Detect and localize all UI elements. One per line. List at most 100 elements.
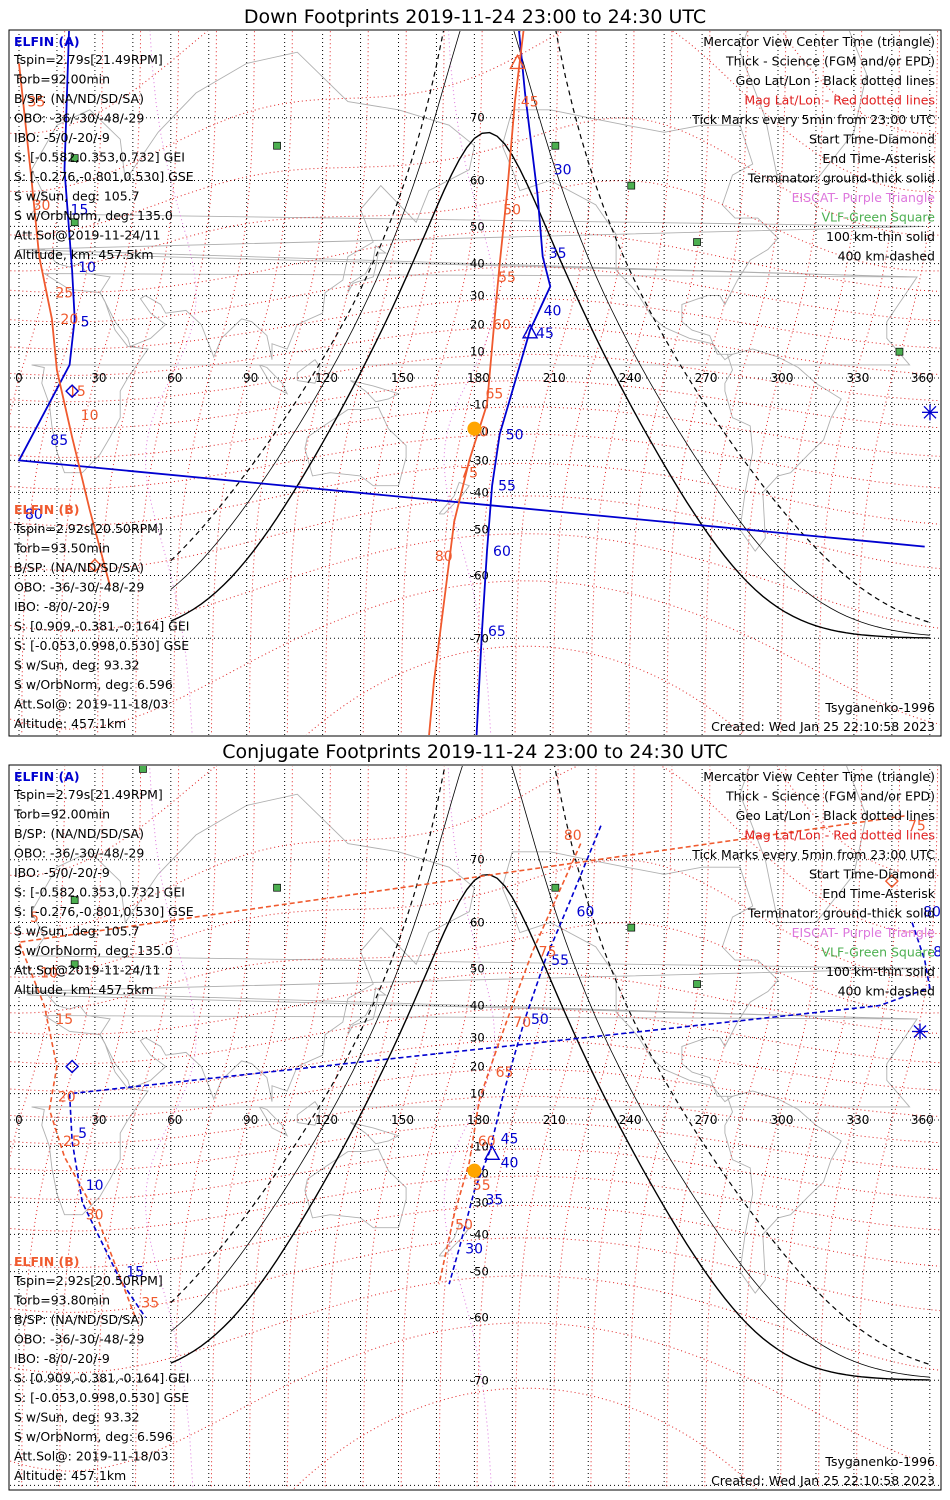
legend-entry: Start Time-Diamond [809, 132, 935, 147]
vlf-square [70, 218, 79, 227]
coastline [347, 245, 388, 293]
time-markers [65, 874, 928, 1161]
mag-meridian [476, 31, 559, 735]
coastline [296, 1100, 321, 1126]
footprint-trace [448, 825, 602, 1285]
tick-mark-label: 65 [485, 387, 503, 403]
mag-meridian [666, 31, 749, 735]
series-elfin-b-early: 35 30 25 20 15 10 [18, 63, 111, 587]
terminator-ground [170, 873, 930, 1381]
vlf-square [70, 896, 79, 904]
mag-meridian [362, 31, 445, 735]
elfin-b-info-line: OBO: -36/-30/-48/-29 [14, 580, 144, 595]
elfin-b-info-line: B/SP: (NA/ND/SD/SA) [14, 1312, 144, 1327]
lon-tick-label: 330 [846, 1113, 869, 1127]
lat-tick-label: -70 [470, 1373, 489, 1387]
tick-mark-label: 10 [78, 260, 96, 276]
elfin-a-info-line: S: [-0.582,0.353,0.732] GEI [14, 150, 185, 165]
elfin-a-info: ELFIN (A) [14, 769, 80, 784]
map-content: 0 30 60 90 120 150 180 210 240 270 300 330 360 -70 -60… [10, 766, 950, 1489]
mag-meridian [59, 31, 142, 735]
start-diamond [87, 558, 102, 573]
coastline [501, 109, 779, 361]
mag-parallel [10, 859, 940, 978]
lat-tick-label: 50 [470, 219, 485, 233]
legend-entry: 400 km-dashed [838, 249, 935, 264]
mag-meridian [590, 31, 673, 735]
vlf-square [627, 923, 636, 932]
lon-tick-label: 90 [243, 1113, 258, 1127]
center-triangle [521, 323, 539, 339]
terminator-100km [170, 31, 930, 636]
lon-tick-label: 210 [543, 371, 566, 385]
elfin-a-info-line: OBO: -36/-30/-48/-29 [14, 111, 144, 126]
mag-parallel [10, 533, 940, 632]
tick-mark-label: 80 [435, 549, 453, 565]
map-layer: 0 30 60 90 120 150 180 210 240 270 300 330 360 -70 -60… [10, 31, 940, 735]
tick-mark-label: 85 [933, 944, 950, 960]
elfin-a-info-line: Altitude, km: 457.5km [14, 247, 154, 262]
lat-tick-label: -10 [470, 1139, 489, 1153]
created-label: Created: Wed Jan 25 22:10:58 2023 [711, 1473, 935, 1488]
legend-entry: Start Time-Diamond [809, 867, 935, 882]
tick-mark-label: 55 [498, 479, 516, 495]
end-asterisk [913, 1025, 927, 1038]
elfin-a-info-line: Torb=92.00min [13, 807, 110, 822]
footprint-trace [428, 31, 525, 735]
lat-tick-label: 40 [470, 999, 485, 1013]
legend-entry: Thick - Science (FGM and/or EPD) [725, 789, 935, 804]
mag-meridian [21, 766, 104, 1489]
mag-meridian [135, 31, 217, 735]
lon-tick-label: 0 [15, 1113, 23, 1127]
coastline [350, 380, 400, 403]
lat-tick-label: 30 [470, 1031, 485, 1045]
legend-entry: Terminator: ground-thick solid [747, 906, 935, 921]
elfin-b-info-line: S w/Sun, deg: 93.32 [14, 1410, 140, 1425]
lon-tick-label: 90 [243, 371, 258, 385]
legend-entry: Tick Marks every 5min from 23:00 UTC [691, 847, 935, 862]
vlf-square [70, 960, 79, 969]
lon-tick-label: 330 [846, 371, 869, 385]
model-label: Tsyganenko-1996 [824, 700, 935, 715]
tick-mark-label: 25 [55, 286, 73, 302]
tick-mark-label: 30 [33, 198, 51, 214]
lat-tick-label: -10 [470, 397, 489, 411]
tick-mark-label: 65 [488, 624, 506, 640]
mag-meridian [362, 766, 445, 1489]
elfin-a-info: ELFIN (A) [14, 34, 80, 49]
tick-mark-label: 45 [536, 326, 554, 342]
legend-entry: Mag Lat/Lon - Red dotted lines [744, 93, 935, 108]
vlf-square [551, 141, 560, 150]
legend-entry: Mercator View Center Time (triangle) [703, 34, 935, 49]
mag-meridian [856, 31, 939, 735]
lat-tick-label: -30 [470, 453, 489, 467]
mag-meridian [818, 766, 901, 1489]
mag-parallel [10, 1040, 940, 1092]
elfin-b-info-line: S: [-0.053,0.998,0.530] GSE [14, 1390, 189, 1405]
lat-tick-label: -40 [470, 1227, 489, 1241]
vlf-square [693, 238, 701, 246]
series-elfin-a-: 60 55 50 45 40 35 30 [448, 825, 602, 1285]
tick-mark-label: 60 [493, 318, 511, 334]
mag-meridian [514, 766, 597, 1489]
tick-mark-label: 45 [521, 95, 539, 111]
footprint-trace [17, 815, 905, 1318]
sun-marker [467, 421, 482, 436]
series-elfin-b-: 80 75 70 65 60 55 50 [438, 828, 582, 1285]
mag-meridian [590, 766, 673, 1489]
elfin-b-info-line: B/SP: (NA/ND/SD/SA) [14, 560, 144, 575]
lon-tick-label: 300 [771, 1113, 794, 1127]
eiscat-meridian [145, 766, 197, 1489]
elfin-b-info-line: Altitude: 457.1km [14, 716, 126, 731]
legend-entry: Terminator: ground-thick solid [747, 171, 935, 186]
mag-parallel [10, 433, 940, 490]
axis-labels: 0 30 60 90 120 150 180 210 240 270 300 330 360 -70 -60… [15, 111, 934, 646]
elfin-a-info-line: OBO: -36/-30/-48/-29 [14, 846, 144, 861]
tick-mark-label: 30 [86, 1208, 104, 1224]
tick-mark-label: 35 [28, 95, 46, 111]
mag-grid [10, 766, 940, 1489]
tick-mark-label: 20 [58, 1089, 76, 1105]
mag-meridian [742, 766, 825, 1489]
elfin-b-info-line: Tspin=2.92s[20.50RPM] [13, 1273, 163, 1288]
mag-parallel [10, 1068, 940, 1118]
